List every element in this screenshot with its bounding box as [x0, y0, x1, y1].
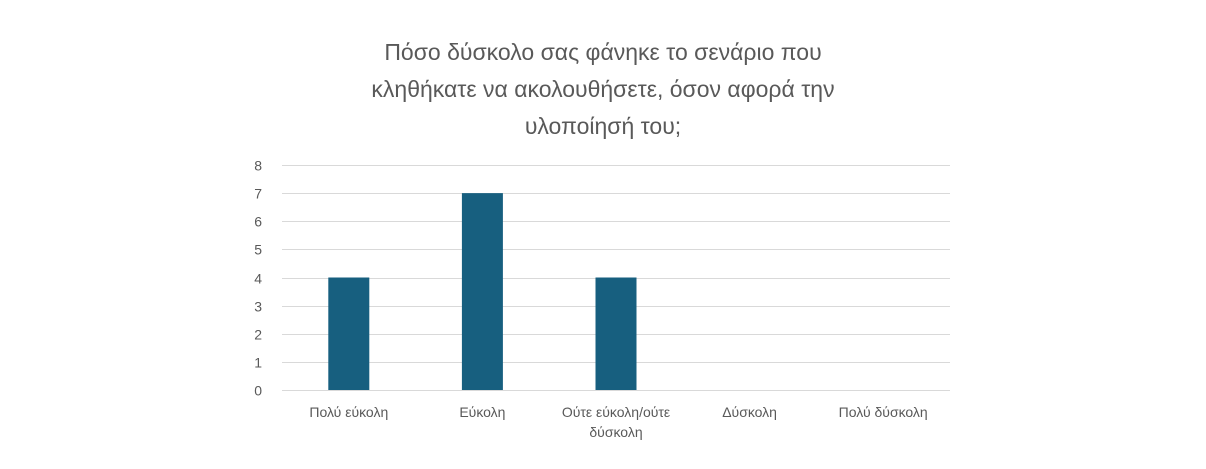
- y-tick-label: 0: [254, 383, 262, 399]
- y-axis-ticks: 0 1 2 3 4 5 6 7 8: [254, 158, 262, 399]
- x-tick-label-line: Ούτε εύκολη/ούτε: [562, 404, 670, 420]
- x-tick-label-line: Πολύ εύκολη: [309, 404, 388, 420]
- x-tick-label-line: δύσκολη: [589, 424, 642, 440]
- bars: [328, 193, 637, 390]
- x-tick-label-line: Δύσκολη: [722, 404, 777, 420]
- y-tick-label: 7: [254, 186, 262, 202]
- y-tick-label: 4: [254, 271, 262, 287]
- chart-title-line-1: Πόσο δύσκολο σας φάνηκε το σενάριο που: [384, 39, 822, 65]
- chart-title-line-3: υλοποίησή του;: [524, 113, 682, 139]
- bar: [461, 193, 503, 390]
- x-tick-label: Πολύ εύκολη: [309, 404, 388, 420]
- x-tick-label: Ούτε εύκολη/ούτε δύσκολη: [562, 404, 670, 440]
- x-tick-label: Πολύ δύσκολη: [839, 404, 928, 420]
- y-tick-label: 3: [254, 299, 262, 315]
- y-tick-label: 6: [254, 214, 262, 230]
- x-tick-label: Δύσκολη: [722, 404, 777, 420]
- y-tick-label: 1: [254, 355, 262, 371]
- bar: [595, 277, 637, 390]
- bar: [328, 277, 370, 390]
- chart-title: Πόσο δύσκολο σας φάνηκε το σενάριο που κ…: [303, 34, 903, 145]
- chart-title-line-2: κληθήκατε να ακολουθήσετε, όσον αφορά τη…: [371, 76, 835, 102]
- y-tick-label: 2: [254, 327, 262, 343]
- x-tick-label: Εύκολη: [459, 404, 505, 420]
- y-tick-label: 8: [254, 158, 262, 174]
- y-tick-label: 5: [254, 242, 262, 258]
- x-tick-label-line: Πολύ δύσκολη: [839, 404, 928, 420]
- x-tick-label-line: Εύκολη: [459, 404, 505, 420]
- x-axis-ticks: Πολύ εύκολη Εύκολη Ούτε εύκολη/ούτε δύσκολη…: [309, 404, 927, 440]
